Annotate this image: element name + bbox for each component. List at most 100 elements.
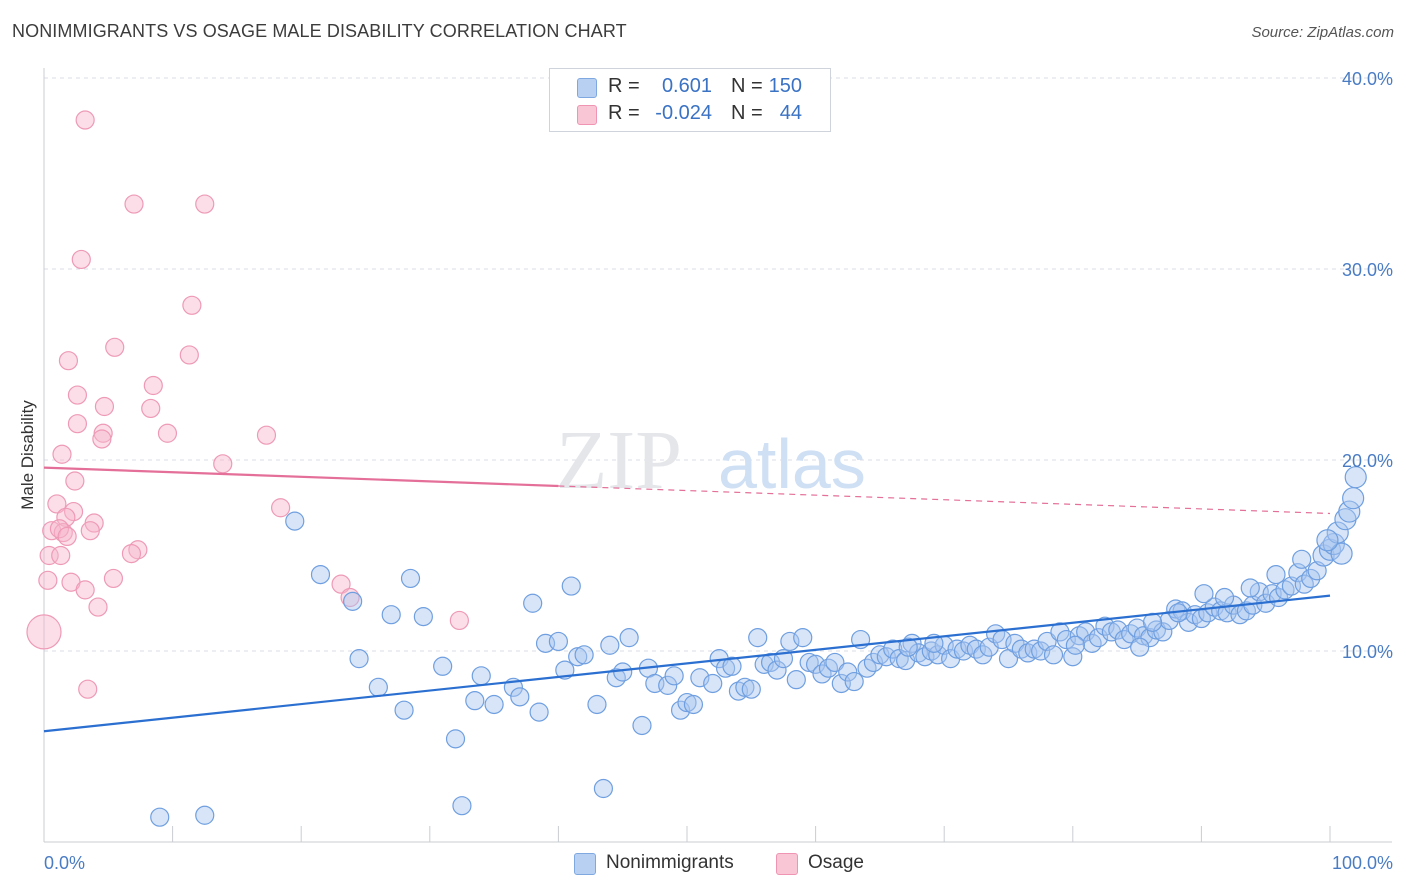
nonimmigrants-point [1194,584,1214,604]
nonimmigrants-point [510,687,530,707]
osage-trend-line-extension [558,485,1331,515]
legend-n-value: 44 [779,102,802,124]
nonimmigrants-point [195,805,215,825]
legend-swatch-pink [776,853,798,875]
nonimmigrants-point [973,645,993,665]
nonimmigrants-point [760,652,781,673]
nonimmigrants-point [150,807,170,827]
nonimmigrants-point [587,694,607,715]
nonimmigrants-point [381,605,401,625]
nonimmigrants-point [1316,529,1339,552]
nonimmigrants-point [465,691,485,711]
nonimmigrants-point [805,654,826,674]
y-tick-label: 40.0% [1342,69,1393,89]
nonimmigrants-point [786,670,806,690]
osage-point [157,423,178,443]
tick-labels: 10.0% 20.0% 30.0% 40.0% 0.0% 100.0% [44,69,1393,873]
nonimmigrants-point [767,660,787,680]
nonimmigrants-trend-line [43,594,1331,733]
nonimmigrants-point [898,637,918,657]
nonimmigrants-point [664,666,684,686]
osage-point [195,194,215,214]
y-tick-label: 30.0% [1342,260,1393,280]
nonimmigrants-point [413,607,433,627]
nonimmigrants-point [722,656,742,676]
nonimmigrants-point [561,576,581,596]
osage-trend-line [43,466,559,488]
osage-point [38,570,58,590]
nonimmigrants-point [1153,622,1173,642]
nonimmigrants-point [1050,622,1070,642]
nonimmigrants-point [683,694,704,715]
osage-point [179,345,199,365]
legend-row-nonimmigrants: R = 0.601 N = 150 [550,74,830,101]
nonimmigrants-point [471,666,491,686]
legend-n-label: N = [731,102,763,124]
osage-point [271,498,291,518]
nonimmigrants-point [285,511,305,531]
nonimmigrants-point [883,639,903,659]
osage-point [213,454,233,474]
nonimmigrants-point [928,645,948,665]
nonimmigrants-point [310,564,331,585]
osage-point [121,543,142,564]
osage-point [47,494,67,514]
osage-point [256,425,277,445]
osage-point [67,414,88,434]
osage-point [103,568,124,589]
nonimmigrants-point [574,645,594,665]
watermark-atlas: atlas [718,425,866,503]
nonimmigrants-point [748,628,768,648]
osage-point [449,610,469,631]
osage-point [331,574,351,594]
nonimmigrants-point [658,675,678,695]
osage-point [39,545,59,566]
nonimmigrants-point [1292,549,1312,569]
nonimmigrants-point [1108,620,1128,640]
osage-point [49,519,70,539]
legend-row-osage: R = -0.024 N = 44 [550,101,830,128]
legend-r-label: R = [608,75,640,97]
nonimmigrants-point [452,796,472,816]
legend-r-value: 0.601 [661,75,712,97]
nonimmigrants-point [343,591,363,611]
nonimmigrants-point [613,662,633,682]
trend-lines [43,466,1331,733]
nonimmigrants-point [484,694,504,715]
osage-point [75,580,95,600]
osage-point [51,545,71,566]
correlation-legend: R = 0.601 N = 150 R = -0.024 N = 44 [549,68,831,132]
legend-swatch-blue [574,853,596,875]
nonimmigrants-point [529,702,549,722]
nonimmigrants-point [1342,487,1365,510]
nonimmigrants-point [555,660,575,680]
nonimmigrants-point [838,662,858,682]
nonimmigrants-point [523,593,543,613]
source-credit: Source: ZipAtlas.com [1251,24,1394,41]
legend-swatch-pink [577,105,597,125]
nonimmigrants-point [349,649,369,669]
osage-point [143,375,163,396]
nonimmigrants-point [1065,635,1085,655]
nonimmigrants-point [1330,542,1353,565]
legend-n-value: 150 [768,75,802,97]
y-tick-label: 10.0% [1342,642,1393,662]
legend-r-value: -0.024 [655,102,712,124]
nonimmigrants-point [1063,647,1083,667]
osage-point [75,110,95,130]
osage-point [65,471,85,491]
nonimmigrants-point [780,631,800,652]
nonimmigrants-point [1344,466,1367,489]
osage-point [141,398,161,419]
nonimmigrants-point [1214,587,1235,608]
legend-n-label: N = [731,75,763,97]
nonimmigrants-point [1031,641,1051,661]
nonimmigrants-point [793,628,813,648]
nonimmigrants-point [619,628,639,648]
osage-point [182,295,202,315]
grid-lines [44,77,1392,652]
nonimmigrants-point [1130,637,1150,657]
x-tick-label: 100.0% [1332,853,1393,873]
osage-point [78,679,98,699]
